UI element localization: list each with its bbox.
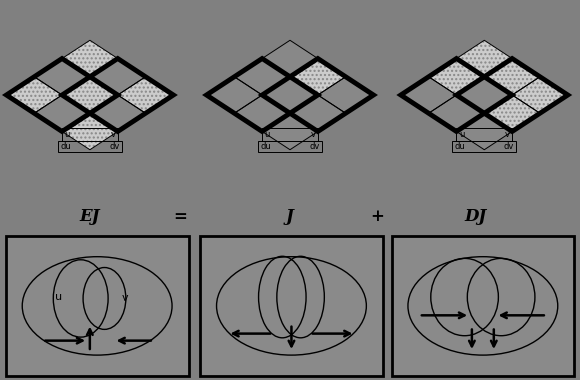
Polygon shape [290,95,346,131]
Polygon shape [90,95,146,131]
Polygon shape [62,113,118,150]
Text: v: v [110,130,115,139]
Bar [62,128,118,141]
Text: =: = [173,208,187,225]
Text: dv: dv [503,142,514,151]
Text: +: + [370,208,384,225]
Polygon shape [401,77,456,113]
Text: u: u [264,130,270,139]
Polygon shape [90,59,146,95]
Polygon shape [456,113,512,150]
Polygon shape [318,77,374,113]
Text: u: u [64,130,70,139]
Text: J: J [286,208,294,225]
Polygon shape [118,77,173,113]
Polygon shape [429,59,484,95]
Text: dv: dv [309,142,320,151]
Bar [58,141,122,152]
Polygon shape [234,95,290,131]
Polygon shape [262,77,318,113]
Text: EJ: EJ [79,208,100,225]
Polygon shape [484,59,540,95]
Text: v: v [310,130,316,139]
Text: u: u [55,292,62,302]
Polygon shape [62,40,118,77]
Text: du: du [60,142,71,151]
Polygon shape [206,77,262,113]
Polygon shape [456,77,512,113]
Polygon shape [6,77,62,113]
Bar [456,128,512,141]
Polygon shape [429,95,484,131]
Polygon shape [262,40,318,77]
Text: dv: dv [109,142,119,151]
Bar [200,236,383,376]
Polygon shape [262,113,318,150]
Polygon shape [456,40,512,77]
Polygon shape [34,59,90,95]
Text: u: u [459,130,464,139]
Polygon shape [62,77,118,113]
Text: v: v [121,293,128,304]
Polygon shape [34,95,90,131]
Polygon shape [512,77,568,113]
Bar [258,141,322,152]
Bar [392,236,574,376]
Polygon shape [234,59,290,95]
Text: DJ: DJ [465,208,487,225]
Text: du: du [455,142,465,151]
Bar [6,236,188,376]
Polygon shape [290,59,346,95]
Text: v: v [505,130,510,139]
Bar [452,141,516,152]
Text: du: du [260,142,271,151]
Bar [262,128,318,141]
Polygon shape [484,95,540,131]
